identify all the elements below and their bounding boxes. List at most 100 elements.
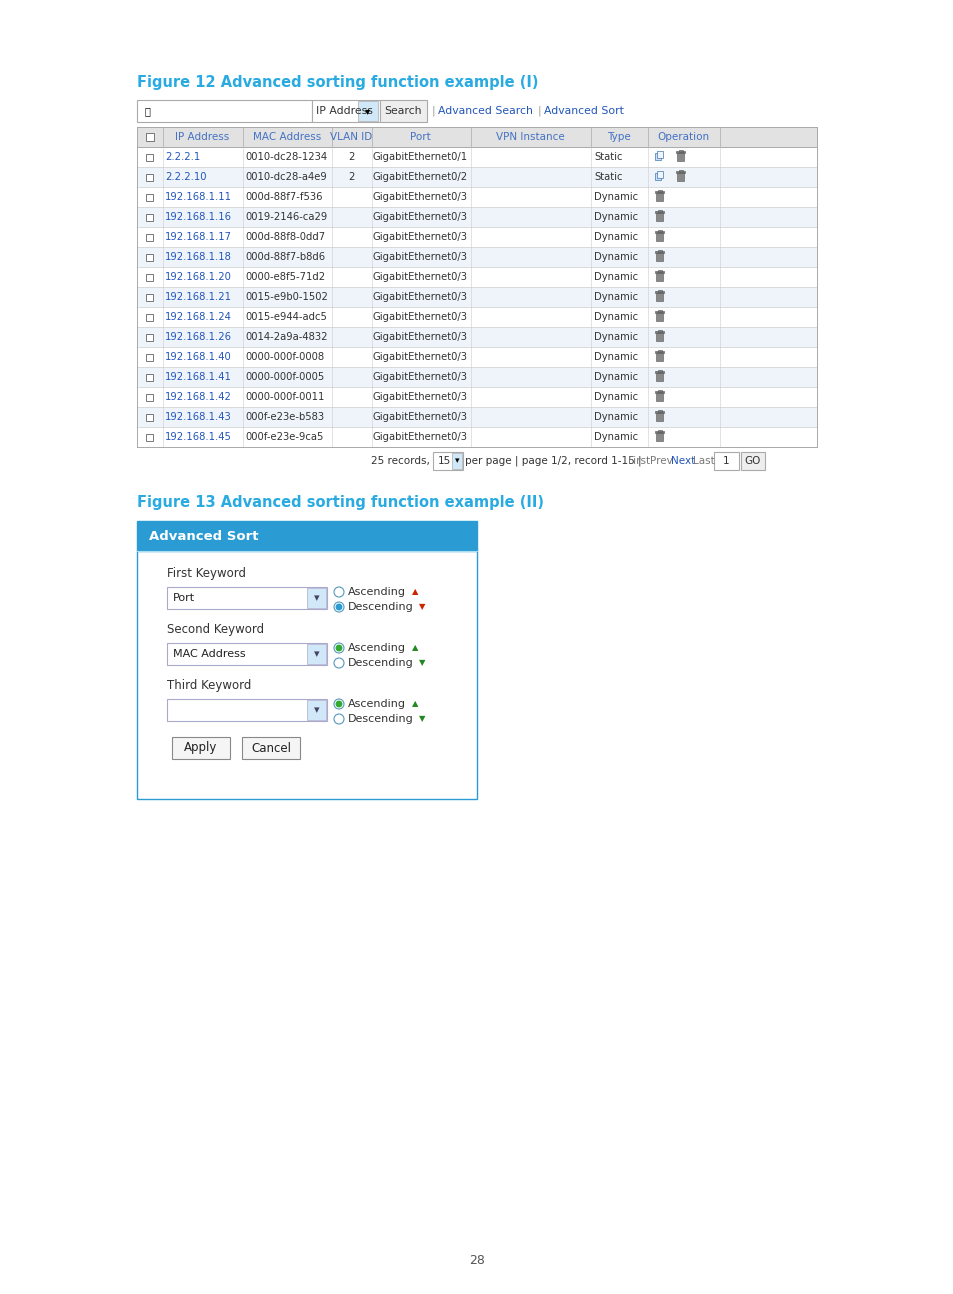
- Bar: [658, 410, 661, 411]
- Bar: [137, 148, 816, 167]
- Bar: [679, 150, 682, 151]
- Text: 192.168.1.41: 192.168.1.41: [165, 371, 232, 382]
- Text: Dynamic: Dynamic: [594, 212, 638, 223]
- Circle shape: [334, 659, 344, 668]
- Bar: [656, 273, 662, 281]
- Text: 192.168.1.42: 192.168.1.42: [165, 392, 232, 402]
- Bar: [655, 411, 664, 413]
- Text: Search: Search: [384, 106, 421, 116]
- Text: 0000-000f-0005: 0000-000f-0005: [245, 371, 324, 382]
- Text: GigabitEthernet0/3: GigabitEthernet0/3: [372, 352, 467, 362]
- Bar: [676, 171, 685, 173]
- Bar: [713, 452, 739, 470]
- Bar: [658, 250, 661, 251]
- Text: Dynamic: Dynamic: [594, 192, 638, 202]
- Text: GigabitEthernet0/3: GigabitEthernet0/3: [372, 432, 467, 443]
- Text: 192.168.1.17: 192.168.1.17: [165, 232, 232, 242]
- Text: GigabitEthernet0/3: GigabitEthernet0/3: [372, 411, 467, 422]
- Text: 2.2.2.10: 2.2.2.10: [165, 172, 206, 182]
- Bar: [307, 700, 326, 719]
- Text: Dynamic: Dynamic: [594, 292, 638, 302]
- Text: GigabitEthernet0/3: GigabitEthernet0/3: [372, 312, 467, 322]
- Bar: [656, 214, 662, 221]
- Text: 192.168.1.26: 192.168.1.26: [165, 333, 232, 342]
- Text: 0000-000f-0008: 0000-000f-0008: [245, 352, 324, 362]
- Text: ▾: ▾: [314, 705, 319, 716]
- Text: GigabitEthernet0/3: GigabitEthernet0/3: [372, 252, 467, 261]
- Text: 2.2.2.1: 2.2.2.1: [165, 151, 200, 162]
- Text: Static: Static: [594, 172, 622, 182]
- Text: Operation: Operation: [657, 132, 708, 142]
- Text: 2: 2: [348, 172, 354, 182]
- Bar: [167, 643, 327, 665]
- Text: ▲: ▲: [412, 643, 418, 652]
- Bar: [147, 294, 153, 300]
- Text: Type: Type: [606, 132, 630, 142]
- Text: VPN Instance: VPN Instance: [496, 132, 564, 142]
- Bar: [656, 353, 662, 361]
- Text: Static: Static: [594, 151, 622, 162]
- Bar: [655, 192, 664, 193]
- Text: 28: 28: [469, 1254, 484, 1267]
- Circle shape: [334, 587, 344, 597]
- Circle shape: [334, 602, 344, 612]
- Bar: [679, 170, 682, 172]
- Bar: [656, 413, 662, 421]
- Text: ▼: ▼: [418, 603, 425, 612]
- Text: 0015-e9b0-1502: 0015-e9b0-1502: [245, 292, 328, 302]
- Bar: [167, 699, 327, 721]
- Text: GigabitEthernet0/3: GigabitEthernet0/3: [372, 272, 467, 282]
- Bar: [657, 171, 662, 179]
- Circle shape: [335, 646, 341, 651]
- Text: Dynamic: Dynamic: [594, 312, 638, 322]
- Bar: [147, 173, 153, 180]
- Bar: [658, 311, 661, 312]
- Bar: [147, 214, 153, 220]
- Bar: [658, 190, 661, 192]
- Text: Dynamic: Dynamic: [594, 411, 638, 422]
- Text: 192.168.1.11: 192.168.1.11: [165, 192, 232, 202]
- Text: per page | page 1/2, record 1-15 |: per page | page 1/2, record 1-15 |: [464, 455, 641, 466]
- Bar: [137, 367, 816, 387]
- Bar: [137, 167, 816, 188]
- Text: Dynamic: Dynamic: [594, 232, 638, 242]
- Text: Figure 12 Advanced sorting function example (I): Figure 12 Advanced sorting function exam…: [137, 75, 537, 91]
- Bar: [137, 267, 816, 287]
- Text: 0000-000f-0011: 0000-000f-0011: [245, 392, 324, 402]
- Bar: [740, 452, 764, 470]
- Text: 192.168.1.18: 192.168.1.18: [165, 252, 232, 261]
- Bar: [656, 313, 662, 321]
- Text: GigabitEthernet0/3: GigabitEthernet0/3: [372, 232, 467, 242]
- Bar: [137, 287, 816, 307]
- Bar: [658, 349, 661, 352]
- Bar: [137, 226, 816, 247]
- Text: GigabitEthernet0/3: GigabitEthernet0/3: [372, 392, 467, 402]
- Text: Prev: Prev: [649, 455, 672, 466]
- Text: Descending: Descending: [348, 714, 414, 725]
- Circle shape: [334, 643, 344, 653]
- Text: GigabitEthernet0/3: GigabitEthernet0/3: [372, 292, 467, 302]
- Bar: [655, 173, 660, 180]
- Bar: [677, 173, 684, 181]
- Text: 000d-88f7-b8d6: 000d-88f7-b8d6: [245, 252, 325, 261]
- Text: MAC Address: MAC Address: [172, 650, 245, 659]
- Bar: [137, 521, 476, 551]
- Bar: [656, 233, 662, 241]
- Text: Dynamic: Dynamic: [594, 333, 638, 342]
- Bar: [137, 387, 816, 408]
- Bar: [147, 273, 153, 281]
- Bar: [658, 210, 661, 211]
- Text: Third Keyword: Third Keyword: [167, 678, 251, 691]
- Bar: [137, 207, 816, 226]
- Bar: [656, 292, 662, 302]
- Bar: [655, 331, 664, 333]
- Bar: [137, 427, 816, 446]
- Text: Apply: Apply: [184, 741, 217, 754]
- Text: 192.168.1.21: 192.168.1.21: [165, 292, 232, 302]
- Text: Ascending: Ascending: [348, 699, 406, 709]
- Bar: [656, 333, 662, 342]
- Text: 0019-2146-ca29: 0019-2146-ca29: [245, 212, 327, 223]
- Text: 000f-e23e-9ca5: 000f-e23e-9ca5: [245, 432, 323, 443]
- Text: 0010-dc28-a4e9: 0010-dc28-a4e9: [245, 172, 327, 182]
- Text: 0014-2a9a-4832: 0014-2a9a-4832: [245, 333, 327, 342]
